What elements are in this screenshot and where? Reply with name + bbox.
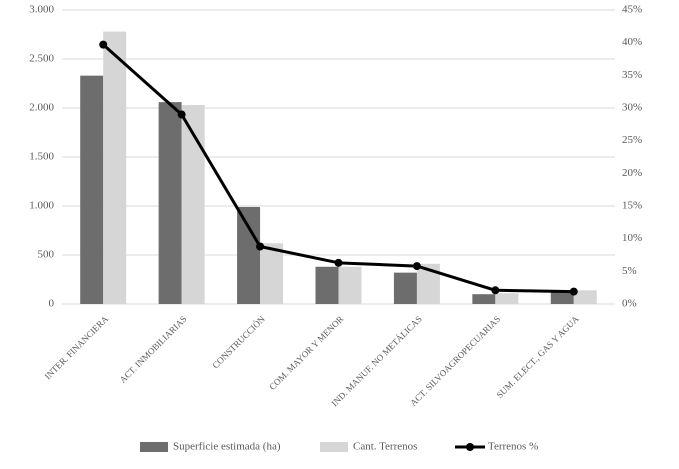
y-tick-label: 2.500 xyxy=(29,53,54,65)
x-tick-label: SUM. ELECT., GAS Y AGUA xyxy=(494,313,581,400)
bar xyxy=(315,266,339,304)
y-tick-label: 3.000 xyxy=(29,4,54,16)
y-tick-label: 1.000 xyxy=(29,200,54,212)
y2-tick-label: 35% xyxy=(622,69,642,81)
bar xyxy=(158,102,182,305)
y2-tick-label: 30% xyxy=(622,102,642,114)
y-tick-label: 2.000 xyxy=(29,102,54,114)
bar xyxy=(472,294,496,304)
line-marker xyxy=(569,287,578,296)
legend-swatch xyxy=(320,442,348,452)
y-tick-label: 0 xyxy=(49,298,55,310)
y2-tick-label: 25% xyxy=(622,134,642,146)
line-marker xyxy=(99,40,108,49)
y2-tick-label: 5% xyxy=(622,265,637,277)
y-tick-label: 500 xyxy=(38,249,55,261)
y2-tick-label: 40% xyxy=(622,36,642,48)
line-marker xyxy=(412,262,421,271)
bar xyxy=(80,75,104,304)
bar xyxy=(573,290,597,304)
legend-marker xyxy=(466,443,474,451)
y-tick-label: 1.500 xyxy=(29,151,54,163)
legend-label: Superficie estimada (ha) xyxy=(173,441,281,453)
legend-label: Terrenos % xyxy=(488,441,538,453)
y2-tick-label: 0% xyxy=(622,298,637,310)
x-tick-label: ACT. INMOBILIARIAS xyxy=(118,314,189,385)
legend-swatch xyxy=(140,442,168,452)
y2-tick-label: 10% xyxy=(622,232,642,244)
x-tick-label: INTER. FINANCIERA xyxy=(43,313,111,381)
x-tick-label: ACT. SILVOAGROPECUARIAS xyxy=(408,314,502,408)
x-tick-label: CONSTRUCCIÓN xyxy=(210,313,267,370)
y2-tick-label: 45% xyxy=(622,4,642,16)
x-tick-label: IND. MANUF. NO METÁLICAS xyxy=(329,314,423,408)
bar xyxy=(495,293,519,304)
line-marker xyxy=(256,242,265,251)
x-tick-label: COM. MAYOR Y MENOR xyxy=(267,314,345,392)
y2-tick-label: 15% xyxy=(622,200,642,212)
y2-tick-label: 20% xyxy=(622,167,642,179)
bar xyxy=(416,263,440,304)
line-marker xyxy=(491,286,500,295)
bar xyxy=(237,206,261,304)
bar xyxy=(393,272,417,304)
line-marker xyxy=(334,258,343,267)
line-marker xyxy=(177,110,186,119)
bar xyxy=(550,292,574,304)
bar xyxy=(181,105,205,304)
bar xyxy=(338,266,362,304)
legend-label: Cant. Terrenos xyxy=(353,441,417,453)
bar xyxy=(103,31,127,305)
bar xyxy=(260,243,284,304)
